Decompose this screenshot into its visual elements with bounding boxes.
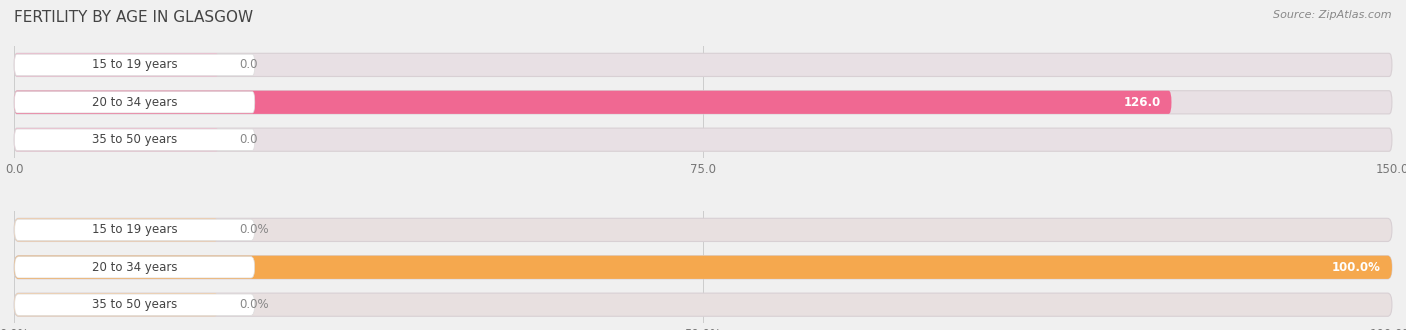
Text: 0.0: 0.0	[239, 133, 259, 146]
Text: 15 to 19 years: 15 to 19 years	[91, 223, 177, 236]
FancyBboxPatch shape	[14, 219, 254, 241]
Text: 20 to 34 years: 20 to 34 years	[91, 261, 177, 274]
Text: 100.0%: 100.0%	[1331, 261, 1381, 274]
FancyBboxPatch shape	[14, 91, 1171, 114]
Text: 0.0: 0.0	[239, 58, 259, 71]
FancyBboxPatch shape	[14, 91, 1392, 114]
FancyBboxPatch shape	[14, 218, 219, 242]
FancyBboxPatch shape	[14, 129, 254, 150]
Text: 35 to 50 years: 35 to 50 years	[91, 133, 177, 146]
FancyBboxPatch shape	[14, 293, 1392, 316]
FancyBboxPatch shape	[14, 218, 1392, 242]
FancyBboxPatch shape	[14, 294, 254, 315]
FancyBboxPatch shape	[14, 53, 1392, 77]
FancyBboxPatch shape	[14, 256, 1392, 279]
Text: FERTILITY BY AGE IN GLASGOW: FERTILITY BY AGE IN GLASGOW	[14, 10, 253, 25]
FancyBboxPatch shape	[14, 53, 219, 77]
Text: 20 to 34 years: 20 to 34 years	[91, 96, 177, 109]
FancyBboxPatch shape	[14, 256, 1392, 279]
FancyBboxPatch shape	[14, 128, 219, 151]
FancyBboxPatch shape	[14, 257, 254, 278]
FancyBboxPatch shape	[14, 128, 1392, 151]
FancyBboxPatch shape	[14, 54, 254, 76]
Text: 0.0%: 0.0%	[239, 298, 270, 311]
FancyBboxPatch shape	[14, 92, 254, 113]
Text: 35 to 50 years: 35 to 50 years	[91, 298, 177, 311]
Text: 126.0: 126.0	[1123, 96, 1160, 109]
FancyBboxPatch shape	[14, 293, 219, 316]
Text: Source: ZipAtlas.com: Source: ZipAtlas.com	[1274, 10, 1392, 20]
Text: 15 to 19 years: 15 to 19 years	[91, 58, 177, 71]
Text: 0.0%: 0.0%	[239, 223, 270, 236]
